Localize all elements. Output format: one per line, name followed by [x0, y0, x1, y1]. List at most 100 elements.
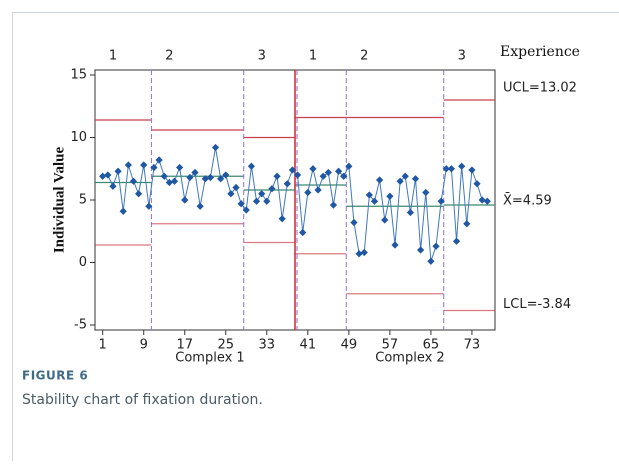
x-tick-label: 49 [341, 338, 358, 353]
data-point [376, 176, 384, 184]
data-point [114, 167, 122, 175]
data-point [381, 216, 389, 224]
data-point [186, 173, 194, 182]
y-tick-label: -5 [74, 318, 87, 333]
data-point [370, 197, 379, 205]
data-point [273, 172, 281, 180]
data-point [360, 248, 368, 257]
stage-label: 3 [258, 49, 266, 64]
x-tick-label: 1 [99, 338, 107, 353]
data-point [473, 180, 481, 188]
x-tick-label: 57 [382, 338, 399, 353]
data-point [232, 183, 240, 192]
data-point [217, 175, 225, 183]
data-point [411, 175, 420, 183]
data-point [458, 162, 466, 170]
group-label: Complex 1 [175, 351, 244, 366]
x-tick-label: 17 [176, 338, 193, 353]
data-point [468, 166, 476, 174]
data-point [350, 218, 358, 227]
data-point [155, 156, 163, 164]
data-point [222, 171, 230, 179]
y-tick-label: 5 [79, 193, 87, 208]
data-point [237, 200, 245, 208]
stage-label: 2 [360, 49, 368, 64]
data-point [181, 196, 189, 204]
stage-label: 2 [165, 49, 173, 64]
data-point [386, 192, 394, 200]
data-point [355, 250, 363, 258]
data-point [258, 190, 266, 198]
data-point [201, 175, 209, 183]
lcl-label: LCL=-3.84 [503, 297, 571, 312]
data-point [99, 172, 107, 180]
series-line [102, 147, 488, 262]
data-point [288, 166, 297, 174]
data-point [452, 237, 461, 245]
data-point [268, 185, 276, 193]
data-point [483, 197, 491, 205]
stage-label: 3 [458, 49, 466, 64]
ucl-label: UCL=13.02 [503, 81, 577, 96]
data-point [119, 207, 127, 215]
data-point [437, 197, 445, 205]
data-point [299, 228, 307, 237]
data-point [463, 220, 471, 228]
data-point [196, 202, 204, 210]
stage-label: 1 [309, 49, 317, 64]
data-point [345, 162, 353, 170]
data-point [401, 172, 409, 180]
x-tick-label: 73 [464, 338, 481, 353]
group-label: Complex 2 [375, 351, 444, 366]
data-point [422, 188, 430, 197]
data-point [314, 186, 322, 194]
data-point [432, 242, 440, 250]
data-point [165, 178, 173, 187]
data-point [129, 177, 138, 185]
data-point [417, 246, 425, 254]
x-tick-label: 25 [217, 338, 234, 353]
stage-label: 1 [109, 49, 117, 64]
y-axis-title: Individual Value [51, 147, 67, 254]
x-tick-label: 65 [423, 338, 440, 353]
data-point [242, 206, 250, 214]
x-tick-label: 9 [140, 338, 148, 353]
y-tick-label: 10 [70, 130, 87, 145]
data-point [447, 165, 456, 173]
center-label: X̄=4.59 [503, 193, 552, 208]
data-point [478, 196, 486, 204]
data-point [150, 163, 158, 172]
data-point [160, 172, 168, 180]
data-point [191, 168, 199, 177]
data-point [176, 163, 184, 172]
data-point [304, 188, 312, 197]
data-point [391, 241, 399, 249]
data-point [319, 172, 327, 180]
data-point [324, 168, 332, 177]
data-point [309, 165, 317, 173]
data-point [283, 180, 291, 188]
data-point [227, 190, 235, 198]
x-tick-label: 33 [259, 338, 276, 353]
data-point [329, 201, 338, 209]
data-point [145, 202, 153, 210]
data-point [334, 167, 343, 175]
data-point [140, 161, 148, 169]
data-point [134, 190, 143, 198]
data-point [293, 171, 302, 179]
data-point [442, 165, 450, 173]
x-tick-label: 41 [300, 338, 317, 353]
data-point [206, 173, 214, 182]
y-tick-label: 15 [70, 68, 87, 83]
data-point [124, 161, 132, 169]
data-point [211, 143, 220, 152]
data-point [104, 171, 112, 179]
data-point [170, 177, 179, 185]
data-point [263, 197, 271, 205]
data-point [427, 257, 435, 265]
data-point [396, 177, 404, 185]
data-point [406, 208, 414, 217]
data-point [278, 215, 286, 223]
data-point [252, 197, 261, 205]
